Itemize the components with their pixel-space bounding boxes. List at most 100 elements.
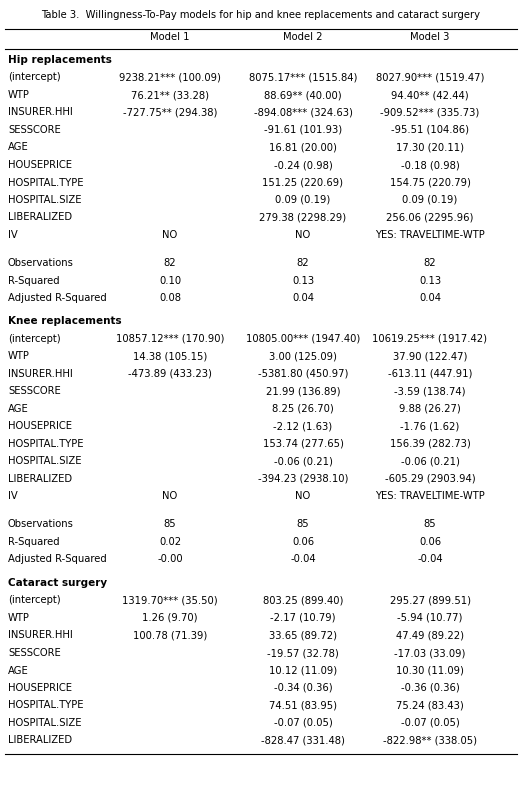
Text: INSURER.HHI: INSURER.HHI: [8, 107, 73, 118]
Text: 47.49 (89.22): 47.49 (89.22): [396, 629, 464, 640]
Text: Observations: Observations: [8, 258, 74, 268]
Text: 10619.25*** (1917.42): 10619.25*** (1917.42): [373, 333, 488, 344]
Text: LIBERALIZED: LIBERALIZED: [8, 735, 72, 744]
Text: -828.47 (331.48): -828.47 (331.48): [261, 735, 345, 744]
Text: 74.51 (83.95): 74.51 (83.95): [269, 700, 337, 710]
Text: 88.69** (40.00): 88.69** (40.00): [264, 90, 342, 100]
Text: WTP: WTP: [8, 612, 30, 622]
Text: AGE: AGE: [8, 404, 29, 414]
Text: -394.23 (2938.10): -394.23 (2938.10): [258, 474, 348, 483]
Text: -613.11 (447.91): -613.11 (447.91): [388, 368, 472, 379]
Text: 153.74 (277.65): 153.74 (277.65): [263, 439, 343, 448]
Text: 0.09 (0.19): 0.09 (0.19): [402, 195, 458, 204]
Text: AGE: AGE: [8, 142, 29, 152]
Text: -894.08*** (324.63): -894.08*** (324.63): [254, 107, 352, 118]
Text: SESSCORE: SESSCORE: [8, 647, 61, 657]
Text: Adjusted R-Squared: Adjusted R-Squared: [8, 293, 107, 303]
Text: IV: IV: [8, 491, 18, 501]
Text: LIBERALIZED: LIBERALIZED: [8, 474, 72, 483]
Text: 10805.00*** (1947.40): 10805.00*** (1947.40): [246, 333, 360, 344]
Text: (intercept): (intercept): [8, 72, 61, 83]
Text: Cataract surgery: Cataract surgery: [8, 577, 107, 587]
Text: Model 2: Model 2: [283, 32, 323, 42]
Text: -0.07 (0.05): -0.07 (0.05): [274, 717, 333, 727]
Text: AGE: AGE: [8, 665, 29, 675]
Text: Adjusted R-Squared: Adjusted R-Squared: [8, 554, 107, 564]
Text: 10.30 (11.09): 10.30 (11.09): [396, 665, 464, 675]
Text: -473.89 (433.23): -473.89 (433.23): [128, 368, 212, 379]
Text: -0.07 (0.05): -0.07 (0.05): [400, 717, 459, 727]
Text: Hip replacements: Hip replacements: [8, 55, 112, 65]
Text: -727.75** (294.38): -727.75** (294.38): [123, 107, 217, 118]
Text: 9.88 (26.27): 9.88 (26.27): [399, 404, 461, 414]
Text: Table 3.  Willingness-To-Pay models for hip and knee replacements and cataract s: Table 3. Willingness-To-Pay models for h…: [42, 10, 480, 20]
Text: -822.98** (338.05): -822.98** (338.05): [383, 735, 477, 744]
Text: -2.12 (1.63): -2.12 (1.63): [274, 421, 333, 431]
Text: (intercept): (intercept): [8, 594, 61, 605]
Text: NO: NO: [295, 491, 311, 501]
Text: -0.00: -0.00: [157, 554, 183, 564]
Text: (intercept): (intercept): [8, 333, 61, 344]
Text: -91.61 (101.93): -91.61 (101.93): [264, 125, 342, 135]
Text: 0.02: 0.02: [159, 536, 181, 547]
Text: 803.25 (899.40): 803.25 (899.40): [263, 594, 343, 605]
Text: 85: 85: [164, 519, 176, 529]
Text: 0.06: 0.06: [419, 536, 441, 547]
Text: 156.39 (282.73): 156.39 (282.73): [389, 439, 470, 448]
Text: HOSPITAL.TYPE: HOSPITAL.TYPE: [8, 700, 84, 710]
Text: NO: NO: [162, 491, 177, 501]
Text: INSURER.HHI: INSURER.HHI: [8, 368, 73, 379]
Text: -17.03 (33.09): -17.03 (33.09): [394, 647, 466, 657]
Text: Model 3: Model 3: [410, 32, 449, 42]
Text: HOUSEPRICE: HOUSEPRICE: [8, 160, 72, 169]
Text: 1319.70*** (35.50): 1319.70*** (35.50): [122, 594, 218, 605]
Text: Model 1: Model 1: [150, 32, 190, 42]
Text: HOUSEPRICE: HOUSEPRICE: [8, 421, 72, 431]
Text: 279.38 (2298.29): 279.38 (2298.29): [259, 212, 347, 222]
Text: 17.30 (20.11): 17.30 (20.11): [396, 142, 464, 152]
Text: 295.27 (899.51): 295.27 (899.51): [389, 594, 470, 605]
Text: 0.09 (0.19): 0.09 (0.19): [276, 195, 330, 204]
Text: 82: 82: [164, 258, 176, 268]
Text: -0.18 (0.98): -0.18 (0.98): [400, 160, 459, 169]
Text: -5.94 (10.77): -5.94 (10.77): [397, 612, 462, 622]
Text: -3.59 (138.74): -3.59 (138.74): [394, 386, 466, 396]
Text: IV: IV: [8, 230, 18, 240]
Text: SESSCORE: SESSCORE: [8, 125, 61, 135]
Text: 16.81 (20.00): 16.81 (20.00): [269, 142, 337, 152]
Text: 21.99 (136.89): 21.99 (136.89): [266, 386, 340, 396]
Text: 14.38 (105.15): 14.38 (105.15): [133, 351, 207, 361]
Text: -0.04: -0.04: [417, 554, 443, 564]
Text: 85: 85: [424, 519, 436, 529]
Text: 8027.90*** (1519.47): 8027.90*** (1519.47): [376, 72, 484, 83]
Text: 8075.17*** (1515.84): 8075.17*** (1515.84): [249, 72, 357, 83]
Text: -19.57 (32.78): -19.57 (32.78): [267, 647, 339, 657]
Text: HOSPITAL.TYPE: HOSPITAL.TYPE: [8, 178, 84, 187]
Text: -0.34 (0.36): -0.34 (0.36): [274, 682, 333, 692]
Text: 82: 82: [296, 258, 310, 268]
Text: 8.25 (26.70): 8.25 (26.70): [272, 404, 334, 414]
Text: 33.65 (89.72): 33.65 (89.72): [269, 629, 337, 640]
Text: NO: NO: [295, 230, 311, 240]
Text: 9238.21*** (100.09): 9238.21*** (100.09): [119, 72, 221, 83]
Text: Observations: Observations: [8, 519, 74, 529]
Text: YES: TRAVELTIME-WTP: YES: TRAVELTIME-WTP: [375, 230, 485, 240]
Text: HOUSEPRICE: HOUSEPRICE: [8, 682, 72, 692]
Text: -605.29 (2903.94): -605.29 (2903.94): [385, 474, 476, 483]
Text: R-Squared: R-Squared: [8, 536, 60, 547]
Text: -1.76 (1.62): -1.76 (1.62): [400, 421, 460, 431]
Text: 0.10: 0.10: [159, 275, 181, 285]
Text: 85: 85: [296, 519, 310, 529]
Text: 37.90 (122.47): 37.90 (122.47): [393, 351, 467, 361]
Text: HOSPITAL.SIZE: HOSPITAL.SIZE: [8, 195, 81, 204]
Text: WTP: WTP: [8, 351, 30, 361]
Text: YES: TRAVELTIME-WTP: YES: TRAVELTIME-WTP: [375, 491, 485, 501]
Text: HOSPITAL.SIZE: HOSPITAL.SIZE: [8, 456, 81, 466]
Text: 94.40** (42.44): 94.40** (42.44): [391, 90, 469, 100]
Text: -5381.80 (450.97): -5381.80 (450.97): [258, 368, 348, 379]
Text: 0.13: 0.13: [292, 275, 314, 285]
Text: LIBERALIZED: LIBERALIZED: [8, 212, 72, 222]
Text: 82: 82: [424, 258, 436, 268]
Text: 0.08: 0.08: [159, 293, 181, 303]
Text: 0.13: 0.13: [419, 275, 441, 285]
